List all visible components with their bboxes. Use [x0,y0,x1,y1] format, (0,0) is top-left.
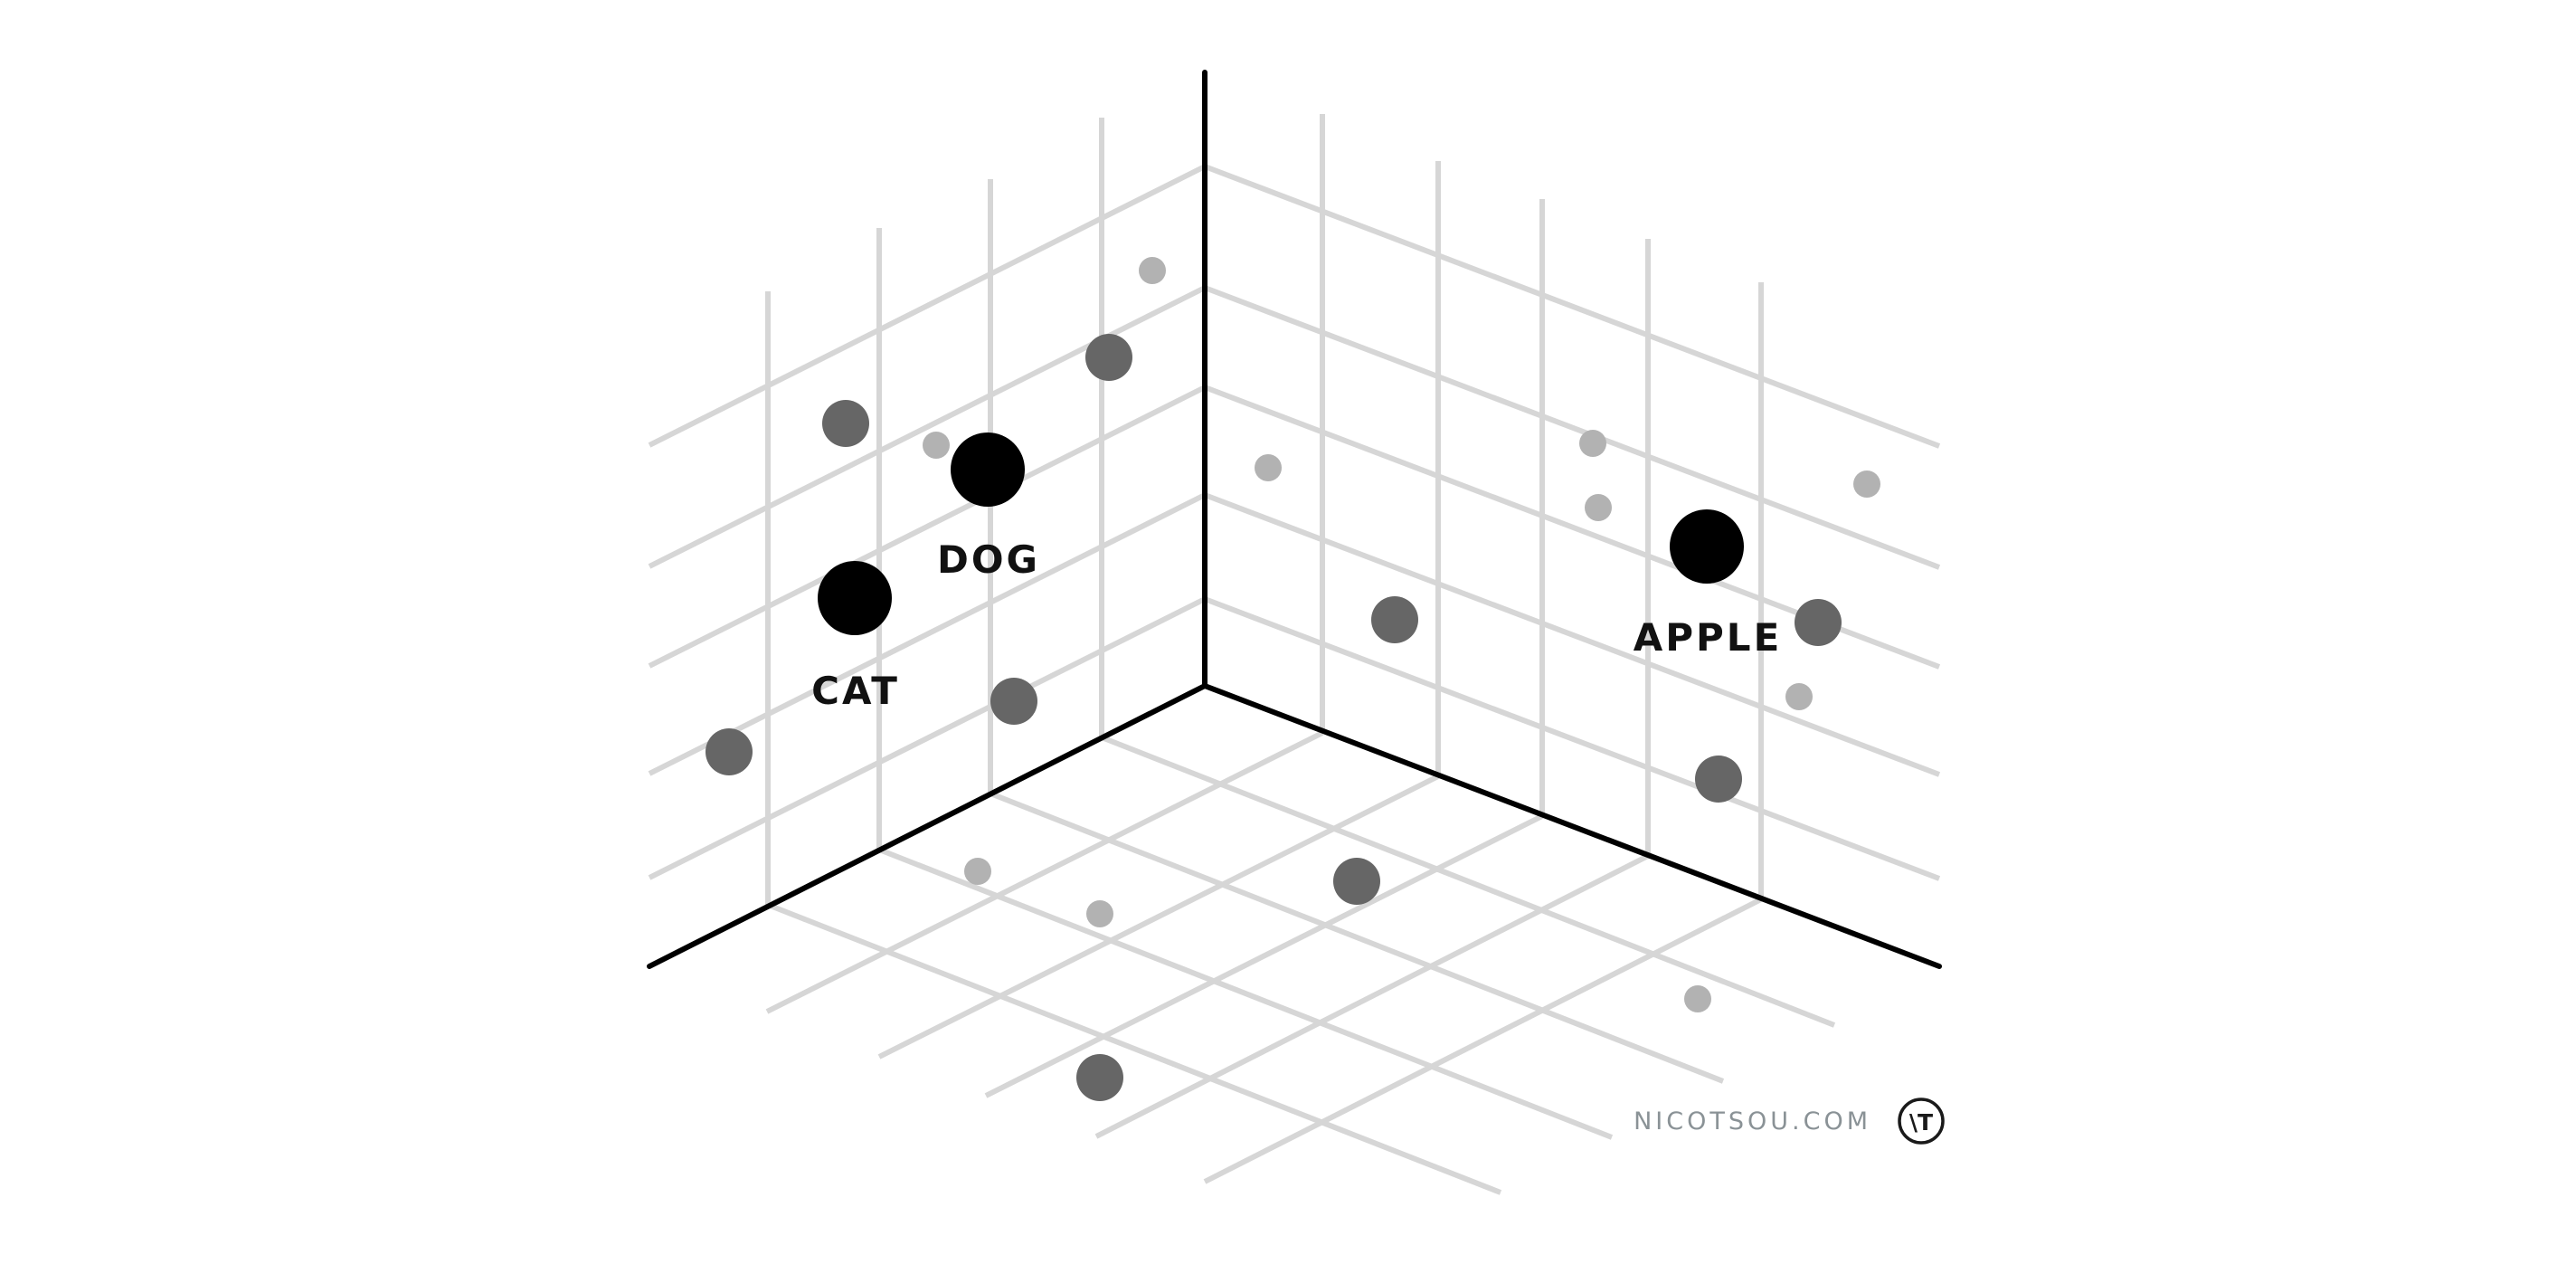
left-wall-grid [648,118,1207,905]
left-axis [647,683,1208,969]
grid-line [648,492,1207,776]
nicotsou-logo-icon: \T [1898,1098,1945,1145]
grid-line [1203,596,1941,881]
right-wall-grid [1203,114,1941,899]
axes [647,70,1942,969]
right-axis [1202,683,1942,969]
data-point [1785,683,1813,710]
data-point [1076,1054,1123,1101]
grid-line [648,164,1207,448]
data-point [1139,257,1166,284]
grid-line [877,847,1614,1140]
data-point [1853,470,1880,498]
apple-point [1670,509,1744,584]
mid-points [706,334,1842,1101]
grid-line [648,596,1207,880]
dog-point [951,432,1025,507]
logo-mark: \T [1909,1109,1933,1136]
data-point [1255,454,1282,481]
data-point [1585,494,1612,521]
floor-grid [765,730,1836,1195]
cat-label: CAT [811,669,900,713]
apple-label: APPLE [1634,615,1783,660]
grid-line [1203,164,1941,449]
grid-line [1203,492,1941,777]
data-point [1795,599,1842,646]
data-point [706,728,753,775]
data-point [1695,756,1742,803]
grid-line [877,774,1440,1060]
grid-line [1094,853,1650,1139]
word-points [818,432,1744,635]
grid-line [648,385,1207,669]
data-point [822,400,869,447]
site-watermark: NICOTSOU.COM [1634,1107,1871,1136]
cat-point [818,561,892,635]
data-point [1085,334,1132,381]
dog-label: DOG [937,537,1040,582]
data-point [1684,985,1711,1012]
far-points [923,257,1880,1012]
data-point [964,858,991,885]
data-point [1333,858,1380,905]
grid-line [1203,897,1763,1184]
data-point [923,432,950,459]
data-point [1371,596,1418,643]
data-point [1579,430,1606,457]
grid-line [984,813,1544,1098]
grid-line [989,791,1725,1084]
data-point [1086,900,1113,927]
grid-line [1203,285,1941,570]
grid-line [765,730,1324,1014]
data-point [990,678,1037,725]
